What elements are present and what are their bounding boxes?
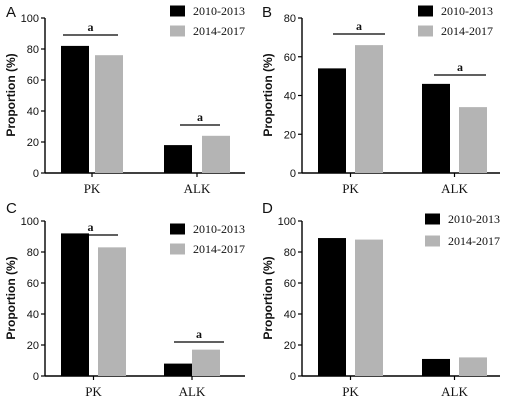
bar (95, 55, 123, 174)
y-tick-label: 40 (284, 309, 296, 321)
legend-swatch (425, 213, 440, 225)
y-tick-label: 20 (284, 340, 296, 352)
x-tick-label: ALK (441, 181, 468, 196)
bar (164, 145, 192, 173)
bar (422, 358, 450, 376)
bar (61, 233, 89, 376)
x-tick-label: ALK (184, 181, 211, 196)
chart-panel-a: A 0 20 40 60 80 100 Proportion (%) PK ALK a a 2010-2… (4, 4, 245, 196)
y-tick-label: 0 (290, 168, 296, 180)
y-tick-label: 80 (284, 13, 296, 25)
y-tick-label: 40 (27, 309, 39, 321)
significance-label: a (356, 19, 362, 33)
bar (459, 357, 487, 376)
y-tick-label: 40 (284, 91, 296, 103)
y-tick-label: 0 (33, 168, 39, 180)
bar (192, 349, 220, 376)
y-tick-label: 80 (27, 247, 39, 259)
y-axis-label: Proportion (%) (261, 53, 275, 136)
legend-swatch (170, 5, 185, 17)
y-tick-label: 60 (284, 52, 296, 64)
legend-swatch (170, 25, 185, 37)
y-axis-label: Proportion (%) (4, 256, 18, 339)
legend-label: 2014-2017 (193, 24, 245, 38)
legend-swatch (170, 243, 185, 255)
y-axis-label: Proportion (%) (4, 53, 18, 136)
y-tick-label: 80 (27, 44, 39, 56)
panel-letter: B (262, 4, 272, 21)
legend-label: 2014-2017 (441, 24, 493, 38)
bar (164, 363, 192, 376)
chart-panel-b: B 0 20 40 60 80 Proportion (%) PK ALK a a 2010-2013… (261, 4, 500, 196)
y-tick-label: 0 (33, 371, 39, 383)
x-tick-label: PK (85, 384, 102, 399)
bar (355, 45, 383, 173)
bar (61, 45, 89, 173)
x-tick-label: PK (342, 181, 359, 196)
bar (318, 238, 346, 376)
legend-label: 2010-2013 (193, 4, 245, 18)
bar (422, 83, 450, 173)
y-tick-label: 100 (278, 216, 296, 228)
legend-label: 2014-2017 (193, 242, 245, 256)
bar (98, 247, 126, 376)
y-tick-label: 100 (21, 216, 39, 228)
significance-label: a (197, 110, 203, 124)
y-axis-label: Proportion (%) (261, 256, 275, 339)
x-tick-label: PK (342, 384, 359, 399)
y-tick-label: 20 (284, 129, 296, 141)
significance-label: a (88, 20, 94, 34)
y-tick-label: 20 (27, 137, 39, 149)
panel-letter: A (6, 4, 16, 21)
significance-label: a (88, 220, 94, 234)
chart-panel-d: D 0 20 40 60 80 100 Proportion (%) PK ALK 2010-201… (261, 200, 500, 399)
significance-label: a (457, 60, 463, 74)
y-tick-label: 60 (27, 75, 39, 87)
bar (318, 68, 346, 173)
y-tick-label: 80 (284, 247, 296, 259)
y-tick-label: 40 (27, 106, 39, 118)
legend-label: 2014-2017 (448, 234, 500, 248)
legend-swatch (425, 235, 440, 247)
x-tick-label: PK (84, 181, 101, 196)
significance-label: a (196, 327, 202, 341)
legend-label: 2010-2013 (448, 212, 500, 226)
y-tick-label: 0 (290, 371, 296, 383)
legend-label: 2010-2013 (193, 222, 245, 236)
bar (202, 135, 230, 173)
chart-panel-c: C 0 20 40 60 80 100 Proportion (%) PK ALK a a 2010-2… (4, 200, 245, 399)
y-tick-label: 60 (284, 278, 296, 290)
bar (459, 107, 487, 173)
panel-letter: C (6, 200, 17, 217)
legend-swatch (170, 223, 185, 235)
y-tick-label: 60 (27, 278, 39, 290)
legend-label: 2010-2013 (441, 4, 493, 18)
y-tick-label: 20 (27, 340, 39, 352)
legend-swatch (418, 5, 433, 17)
x-tick-label: ALK (441, 384, 468, 399)
y-tick-label: 100 (21, 13, 39, 25)
bar (355, 239, 383, 376)
x-tick-label: ALK (179, 384, 206, 399)
panel-letter: D (262, 200, 273, 217)
legend-swatch (418, 25, 433, 37)
